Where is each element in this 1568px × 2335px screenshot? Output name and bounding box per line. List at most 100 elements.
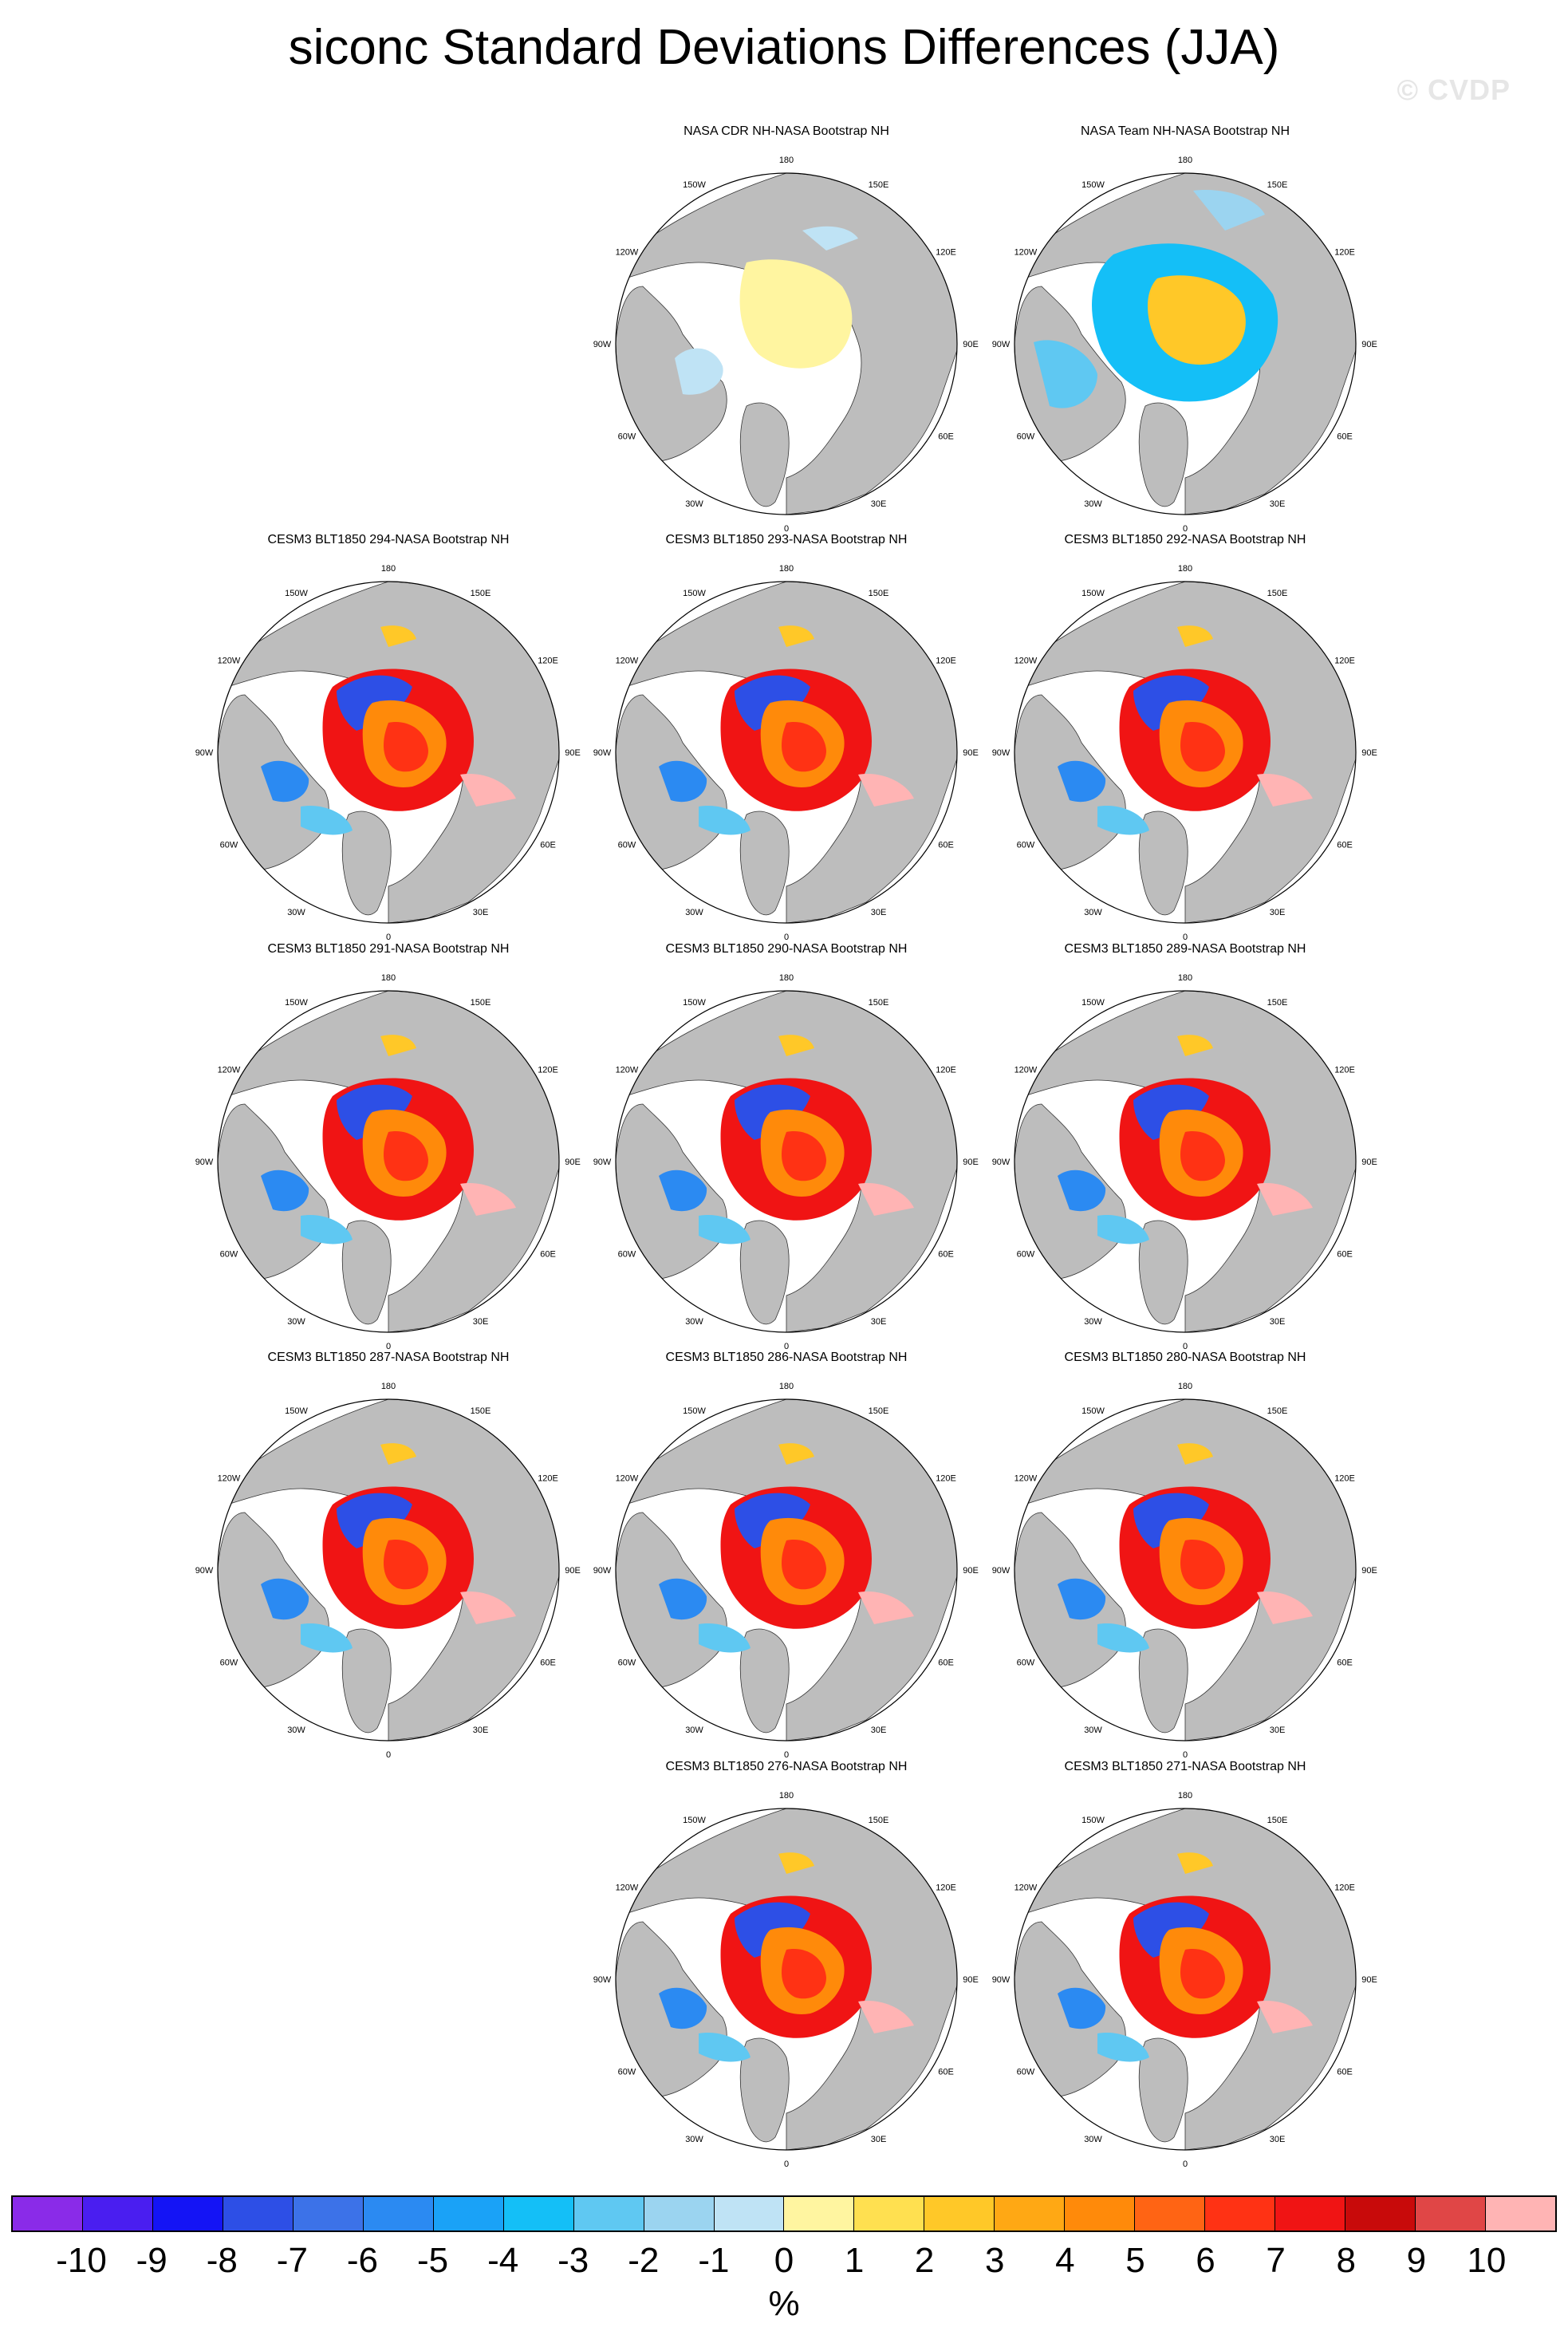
sea-ice-field — [659, 1852, 914, 2062]
longitude-label: 90E — [963, 1566, 979, 1576]
longitude-label: 150W — [683, 180, 706, 190]
panel-title: NASA Team NH-NASA Bootstrap NH — [1080, 124, 1290, 138]
colorbar-swatch — [82, 2197, 153, 2230]
longitude-label: 30E — [1270, 499, 1286, 509]
colorbar-swatch — [714, 2197, 785, 2230]
longitude-label: 90W — [593, 1566, 612, 1576]
longitude-label: 60W — [618, 1659, 636, 1668]
longitude-label: 150E — [869, 998, 889, 1008]
longitude-label: 150W — [285, 998, 308, 1008]
longitude-label: 30E — [1270, 1317, 1286, 1327]
map-panel: CESM3 BLT1850 291-NASA Bootstrap NH 180 15… — [189, 941, 588, 1351]
panel-title: CESM3 BLT1850 271-NASA Bootstrap NH — [1064, 1760, 1306, 1773]
map-boundary — [615, 1808, 958, 2151]
longitude-label: 60W — [220, 1659, 238, 1668]
longitude-label: 120E — [538, 657, 558, 666]
longitude-label: 120W — [218, 1474, 241, 1484]
longitude-label: 60E — [1337, 1659, 1353, 1668]
colorbar-tick-label: -4 — [487, 2241, 519, 2280]
map-boundary — [217, 1398, 560, 1741]
longitude-label: 30E — [1270, 2135, 1286, 2144]
longitude-label: 0 — [784, 1750, 789, 1760]
longitude-label: 120E — [1334, 1883, 1355, 1893]
longitude-label: 90W — [195, 1566, 214, 1576]
longitude-label: 90E — [963, 1158, 979, 1167]
colorbar-tick-label: -3 — [557, 2241, 589, 2280]
longitude-label: 30W — [287, 908, 305, 917]
longitude-label: 0 — [386, 1750, 391, 1760]
figure-title: siconc Standard Deviations Differences (… — [288, 20, 1280, 75]
longitude-label: 120E — [936, 1066, 956, 1075]
longitude-label: 90E — [963, 340, 979, 349]
sea-ice-field — [659, 1035, 914, 1244]
colorbar-tick-label: 0 — [774, 2241, 794, 2280]
longitude-label: 120E — [538, 1474, 558, 1484]
longitude-label: 30W — [287, 1726, 305, 1735]
longitude-label: 180 — [1178, 1791, 1192, 1801]
longitude-label: 30W — [685, 908, 703, 917]
longitude-label: 90W — [992, 340, 1011, 349]
longitude-label: 120W — [616, 657, 639, 666]
map-boundary — [1014, 1398, 1357, 1741]
colorbar-swatch — [13, 2197, 83, 2230]
panel-title: NASA CDR NH-NASA Bootstrap NH — [684, 124, 889, 138]
map-panel: CESM3 BLT1850 280-NASA Bootstrap NH 180 15… — [986, 1350, 1385, 1760]
longitude-label: 60E — [938, 1250, 954, 1260]
longitude-label: 120W — [1014, 248, 1038, 258]
longitude-label: 30W — [685, 1726, 703, 1735]
longitude-label: 150E — [869, 1406, 889, 1416]
longitude-label: 150W — [683, 1816, 706, 1825]
longitude-label: 180 — [1178, 1382, 1192, 1391]
longitude-label: 30W — [287, 1317, 305, 1327]
land-mass — [341, 811, 392, 916]
sea-ice-field — [659, 1443, 914, 1653]
colorbar-tick-label: -8 — [206, 2241, 238, 2280]
colorbar-units: % — [768, 2284, 800, 2323]
colorbar-tick-label: -1 — [698, 2241, 730, 2280]
longitude-label: 120W — [616, 248, 639, 258]
longitude-label: 120W — [1014, 1066, 1038, 1075]
longitude-label: 30W — [685, 1317, 703, 1327]
colorbar-swatch — [293, 2197, 364, 2230]
longitude-label: 0 — [386, 1342, 391, 1351]
longitude-label: 150E — [1267, 998, 1288, 1008]
longitude-label: 0 — [784, 933, 789, 942]
map-panel: NASA Team NH-NASA Bootstrap NH 180 150E 120… — [986, 124, 1385, 534]
colorbar-swatch — [1486, 2197, 1555, 2230]
longitude-label: 0 — [386, 933, 391, 942]
longitude-label: 120W — [616, 1066, 639, 1075]
longitude-label: 150E — [471, 998, 491, 1008]
longitude-label: 60W — [618, 432, 636, 442]
colorbar-swatch — [573, 2197, 644, 2230]
longitude-label: 30W — [1084, 1317, 1102, 1327]
longitude-label: 90E — [1361, 340, 1377, 349]
longitude-label: 90E — [1361, 748, 1377, 758]
longitude-label: 180 — [779, 156, 794, 165]
longitude-label: 30E — [871, 908, 887, 917]
longitude-label: 150E — [1267, 1816, 1288, 1825]
sea-ice-field — [261, 625, 516, 835]
longitude-label: 150E — [1267, 180, 1288, 190]
panel-title: CESM3 BLT1850 293-NASA Bootstrap NH — [665, 533, 908, 546]
panel-title: CESM3 BLT1850 287-NASA Bootstrap NH — [267, 1351, 510, 1364]
longitude-label: 30E — [1270, 1726, 1286, 1735]
panel-title: CESM3 BLT1850 289-NASA Bootstrap NH — [1064, 942, 1306, 956]
longitude-label: 120E — [1334, 1474, 1355, 1484]
colorbar-tick-label: 10 — [1467, 2241, 1507, 2280]
longitude-label: 60E — [1337, 432, 1353, 442]
longitude-label: 30W — [1084, 2135, 1102, 2144]
land-mass — [341, 1628, 392, 1734]
longitude-label: 180 — [779, 973, 794, 983]
longitude-label: 0 — [784, 1342, 789, 1351]
longitude-label: 120W — [218, 657, 241, 666]
panel-title: CESM3 BLT1850 294-NASA Bootstrap NH — [267, 533, 510, 546]
longitude-label: 90W — [992, 1566, 1011, 1576]
longitude-label: 30E — [871, 499, 887, 509]
longitude-label: 150W — [683, 589, 706, 598]
longitude-label: 60W — [1017, 841, 1035, 850]
longitude-label: 150W — [1081, 180, 1105, 190]
colorbar-swatch — [854, 2197, 925, 2230]
longitude-label: 120E — [538, 1066, 558, 1075]
longitude-label: 90E — [1361, 1566, 1377, 1576]
longitude-label: 60E — [540, 1659, 556, 1668]
